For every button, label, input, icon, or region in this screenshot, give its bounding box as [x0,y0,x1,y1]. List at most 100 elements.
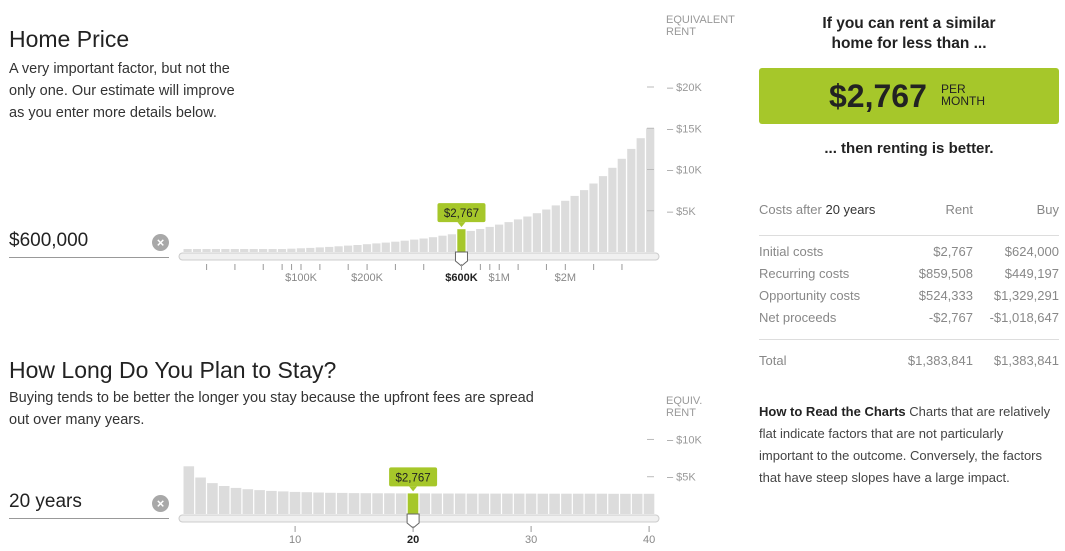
equivalent-rent-label: EQUIVALENT RENT [666,14,735,38]
bar [301,492,313,514]
bar [620,493,631,514]
bar [551,205,560,252]
bar [495,224,504,252]
bar [313,492,324,514]
x-tick-label: $100K [285,272,317,284]
bar [525,493,537,514]
selected-value-badge [437,203,486,223]
bar [447,234,456,252]
slider-handle[interactable] [454,251,468,267]
bar [631,493,643,514]
how-to-read: How to Read the Charts Charts that are r… [759,401,1059,489]
table-row: Opportunity costs $524,333 $1,329,291 [759,288,1059,310]
home-price-value[interactable]: $600,000 [9,230,89,251]
bar [254,490,265,514]
costs-after-years: 20 years [825,202,876,217]
bar [277,249,287,252]
bar [617,158,626,252]
bar [207,483,218,514]
per-line: MONTH [941,94,985,108]
slider-track [178,252,660,261]
bar [240,249,249,252]
bar [504,222,513,252]
bar [395,493,407,514]
bar [183,249,192,252]
bar [259,249,268,252]
equiv-line: EQUIVALENT [666,14,735,26]
row-buy-value: -$1,018,647 [989,310,1059,325]
x-tick-label: 30 [525,534,537,546]
bar [183,466,195,514]
bar [372,243,381,252]
description-line: only one. Our estimate will improve [9,83,235,99]
bar [391,241,400,252]
bar [221,249,230,252]
bar [410,239,419,252]
selected-value-badge [389,467,438,487]
total-rent-value: $1,383,841 [907,353,973,368]
total-row: Total $1,383,841 $1,383,841 [759,353,1059,375]
description-line: Buying tends to be better the longer you… [9,390,534,406]
costs-after-prefix: Costs after [759,202,822,217]
slider-handle[interactable] [406,513,420,529]
row-rent-value: -$2,767 [928,310,973,325]
bar [211,249,220,252]
bar [570,195,579,252]
bar [360,493,372,514]
bar [287,248,296,252]
badge-pointer [409,486,418,492]
stay-input[interactable]: 20 years × [9,489,169,519]
equiv-line: EQUIV. [666,395,703,407]
per-month-label: PER MONTH [941,83,985,107]
bar [454,493,466,514]
rent-column-header: Rent [945,202,973,217]
row-rent-value: $2,767 [933,244,973,259]
x-tick-label: 10 [289,534,301,546]
selected-value-label: $2,767 [396,472,431,484]
table-row: Recurring costs $859,508 $449,197 [759,266,1059,288]
bar [537,493,549,514]
bar [381,242,390,252]
row-buy-value: $1,329,291 [993,288,1059,303]
bar [572,493,584,514]
bar [362,244,372,252]
bar [580,190,589,252]
bar [561,200,570,252]
bar [643,493,655,514]
equiv-line: RENT [666,26,696,38]
cost-table-header: Costs after 20 years Rent Buy [759,200,1059,236]
bar [348,493,360,514]
total-buy-value: $1,383,841 [993,353,1059,368]
x-tick-label: $1M [489,272,510,284]
home-price-input[interactable]: $600,000 × [9,228,169,258]
bar [646,128,655,253]
total-label: Total [759,353,787,368]
bar [561,493,572,514]
description-line: as you enter more details below. [9,105,217,121]
bar [608,493,619,514]
stay-value[interactable]: 20 years [9,491,82,512]
x-tick-label: $200K [351,272,383,284]
y-tick-label: – $10K [667,165,703,177]
rent-threshold-amount: $2,767 [829,78,927,114]
row-label: Opportunity costs [759,288,861,303]
stay-title: How Long Do You Plan to Stay? [9,357,337,383]
if-rent-text: If you can rent a similar home for less … [759,14,1059,54]
row-label: Net proceeds [759,310,837,325]
buy-column-header: Buy [1036,202,1059,217]
bar [230,487,242,514]
y-tick-label: – $5K [667,206,696,218]
bar [266,490,277,514]
description-line: out over many years. [9,412,145,428]
bar [478,493,490,514]
bar [315,247,324,252]
bar [336,492,348,514]
bar [608,167,617,252]
close-icon[interactable]: × [152,234,169,251]
stay-description: Buying tends to be better the longer you… [9,387,629,431]
bar [490,493,501,514]
table-row: Initial costs $2,767 $624,000 [759,244,1059,266]
close-icon[interactable]: × [152,495,169,512]
